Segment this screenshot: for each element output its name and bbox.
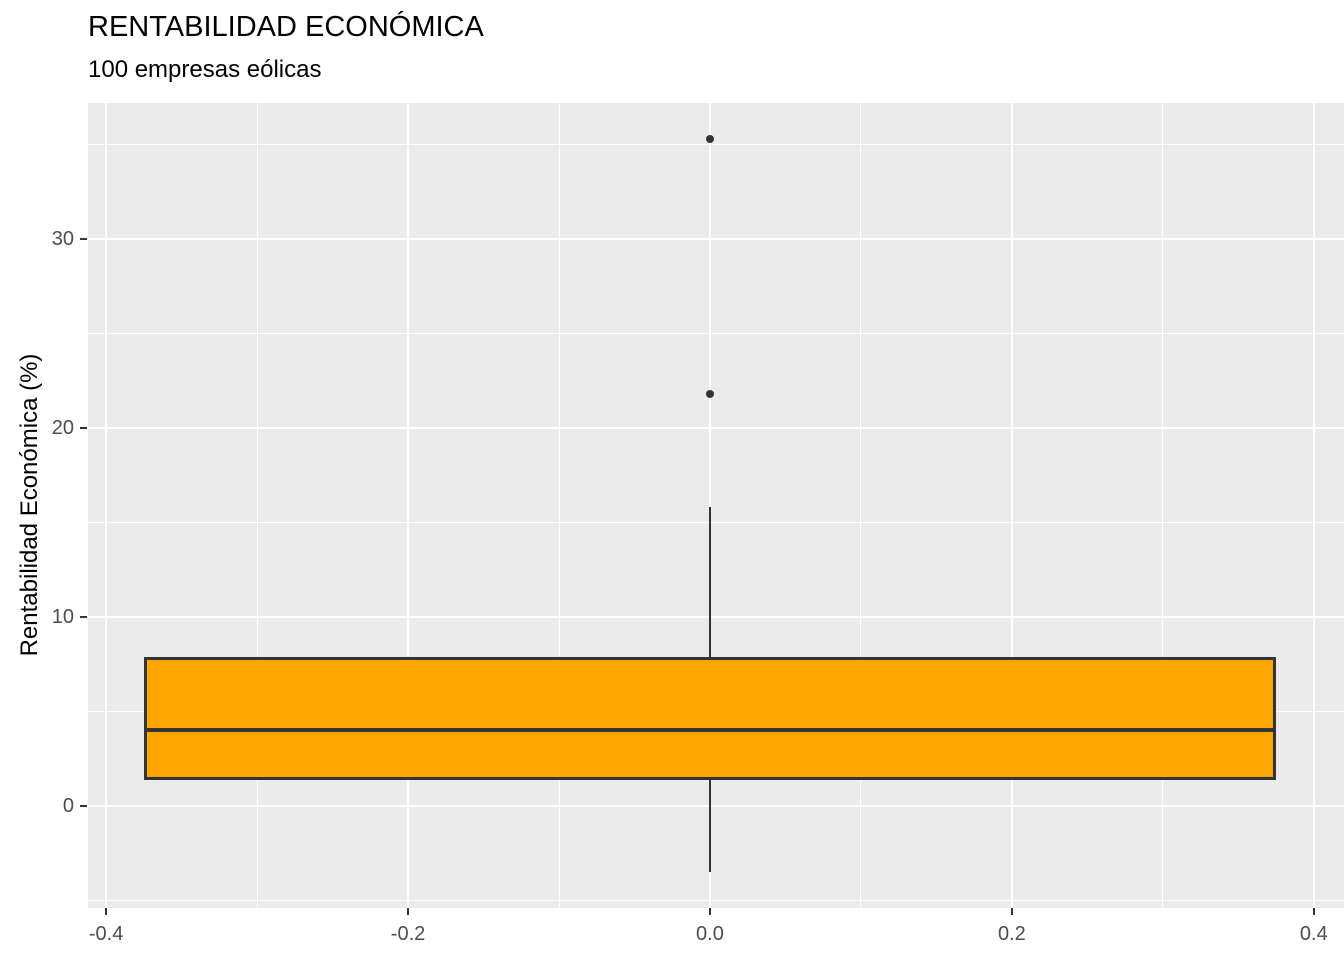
outlier-point [705,390,714,398]
y-minor-gridline [88,144,1344,146]
x-tick-label: 0.0 [696,923,724,945]
y-tick-label: 30 [51,228,74,251]
x-major-gridline [1312,103,1315,908]
y-minor-gridline [88,522,1344,523]
x-axis-tick [105,908,108,915]
y-minor-gridline [88,333,1344,335]
chart-title: RENTABILIDAD ECONÓMICA [88,11,484,43]
x-axis-tick [708,908,711,915]
plot-panel [88,103,1344,908]
outlier-point [705,134,714,143]
x-major-gridline [407,103,410,908]
y-axis-tick [80,804,87,807]
upper-whisker [708,507,711,657]
x-minor-gridline [558,103,560,908]
y-tick-label: 10 [51,605,74,628]
x-axis-tick [1312,908,1315,915]
x-tick-label: 0.4 [1299,923,1328,945]
y-tick-label: 0 [62,794,74,817]
median-line [143,728,1277,733]
y-major-gridline [88,615,1344,618]
x-axis-tick [407,908,410,915]
x-tick-label: 0.2 [997,923,1026,945]
y-major-gridline [88,238,1344,241]
lower-whisker [708,779,711,873]
x-axis-tick [1010,908,1013,915]
box-iqr [143,656,1277,780]
y-minor-gridline [88,899,1344,901]
x-major-gridline [105,103,108,908]
x-tick-label: -0.4 [88,923,124,945]
y-axis-tick [80,238,87,241]
y-major-gridline [88,804,1344,807]
x-major-gridline [708,103,711,908]
chart-subtitle: 100 empresas eólicas [88,56,322,83]
y-tick-label: 20 [51,417,74,440]
y-axis-tick [80,427,87,430]
x-major-gridline [1010,103,1013,908]
x-minor-gridline [256,103,258,908]
y-axis-tick [80,615,87,618]
x-tick-label: -0.2 [390,923,426,945]
x-minor-gridline [1162,103,1164,908]
x-minor-gridline [860,103,862,908]
y-major-gridline [88,427,1344,430]
